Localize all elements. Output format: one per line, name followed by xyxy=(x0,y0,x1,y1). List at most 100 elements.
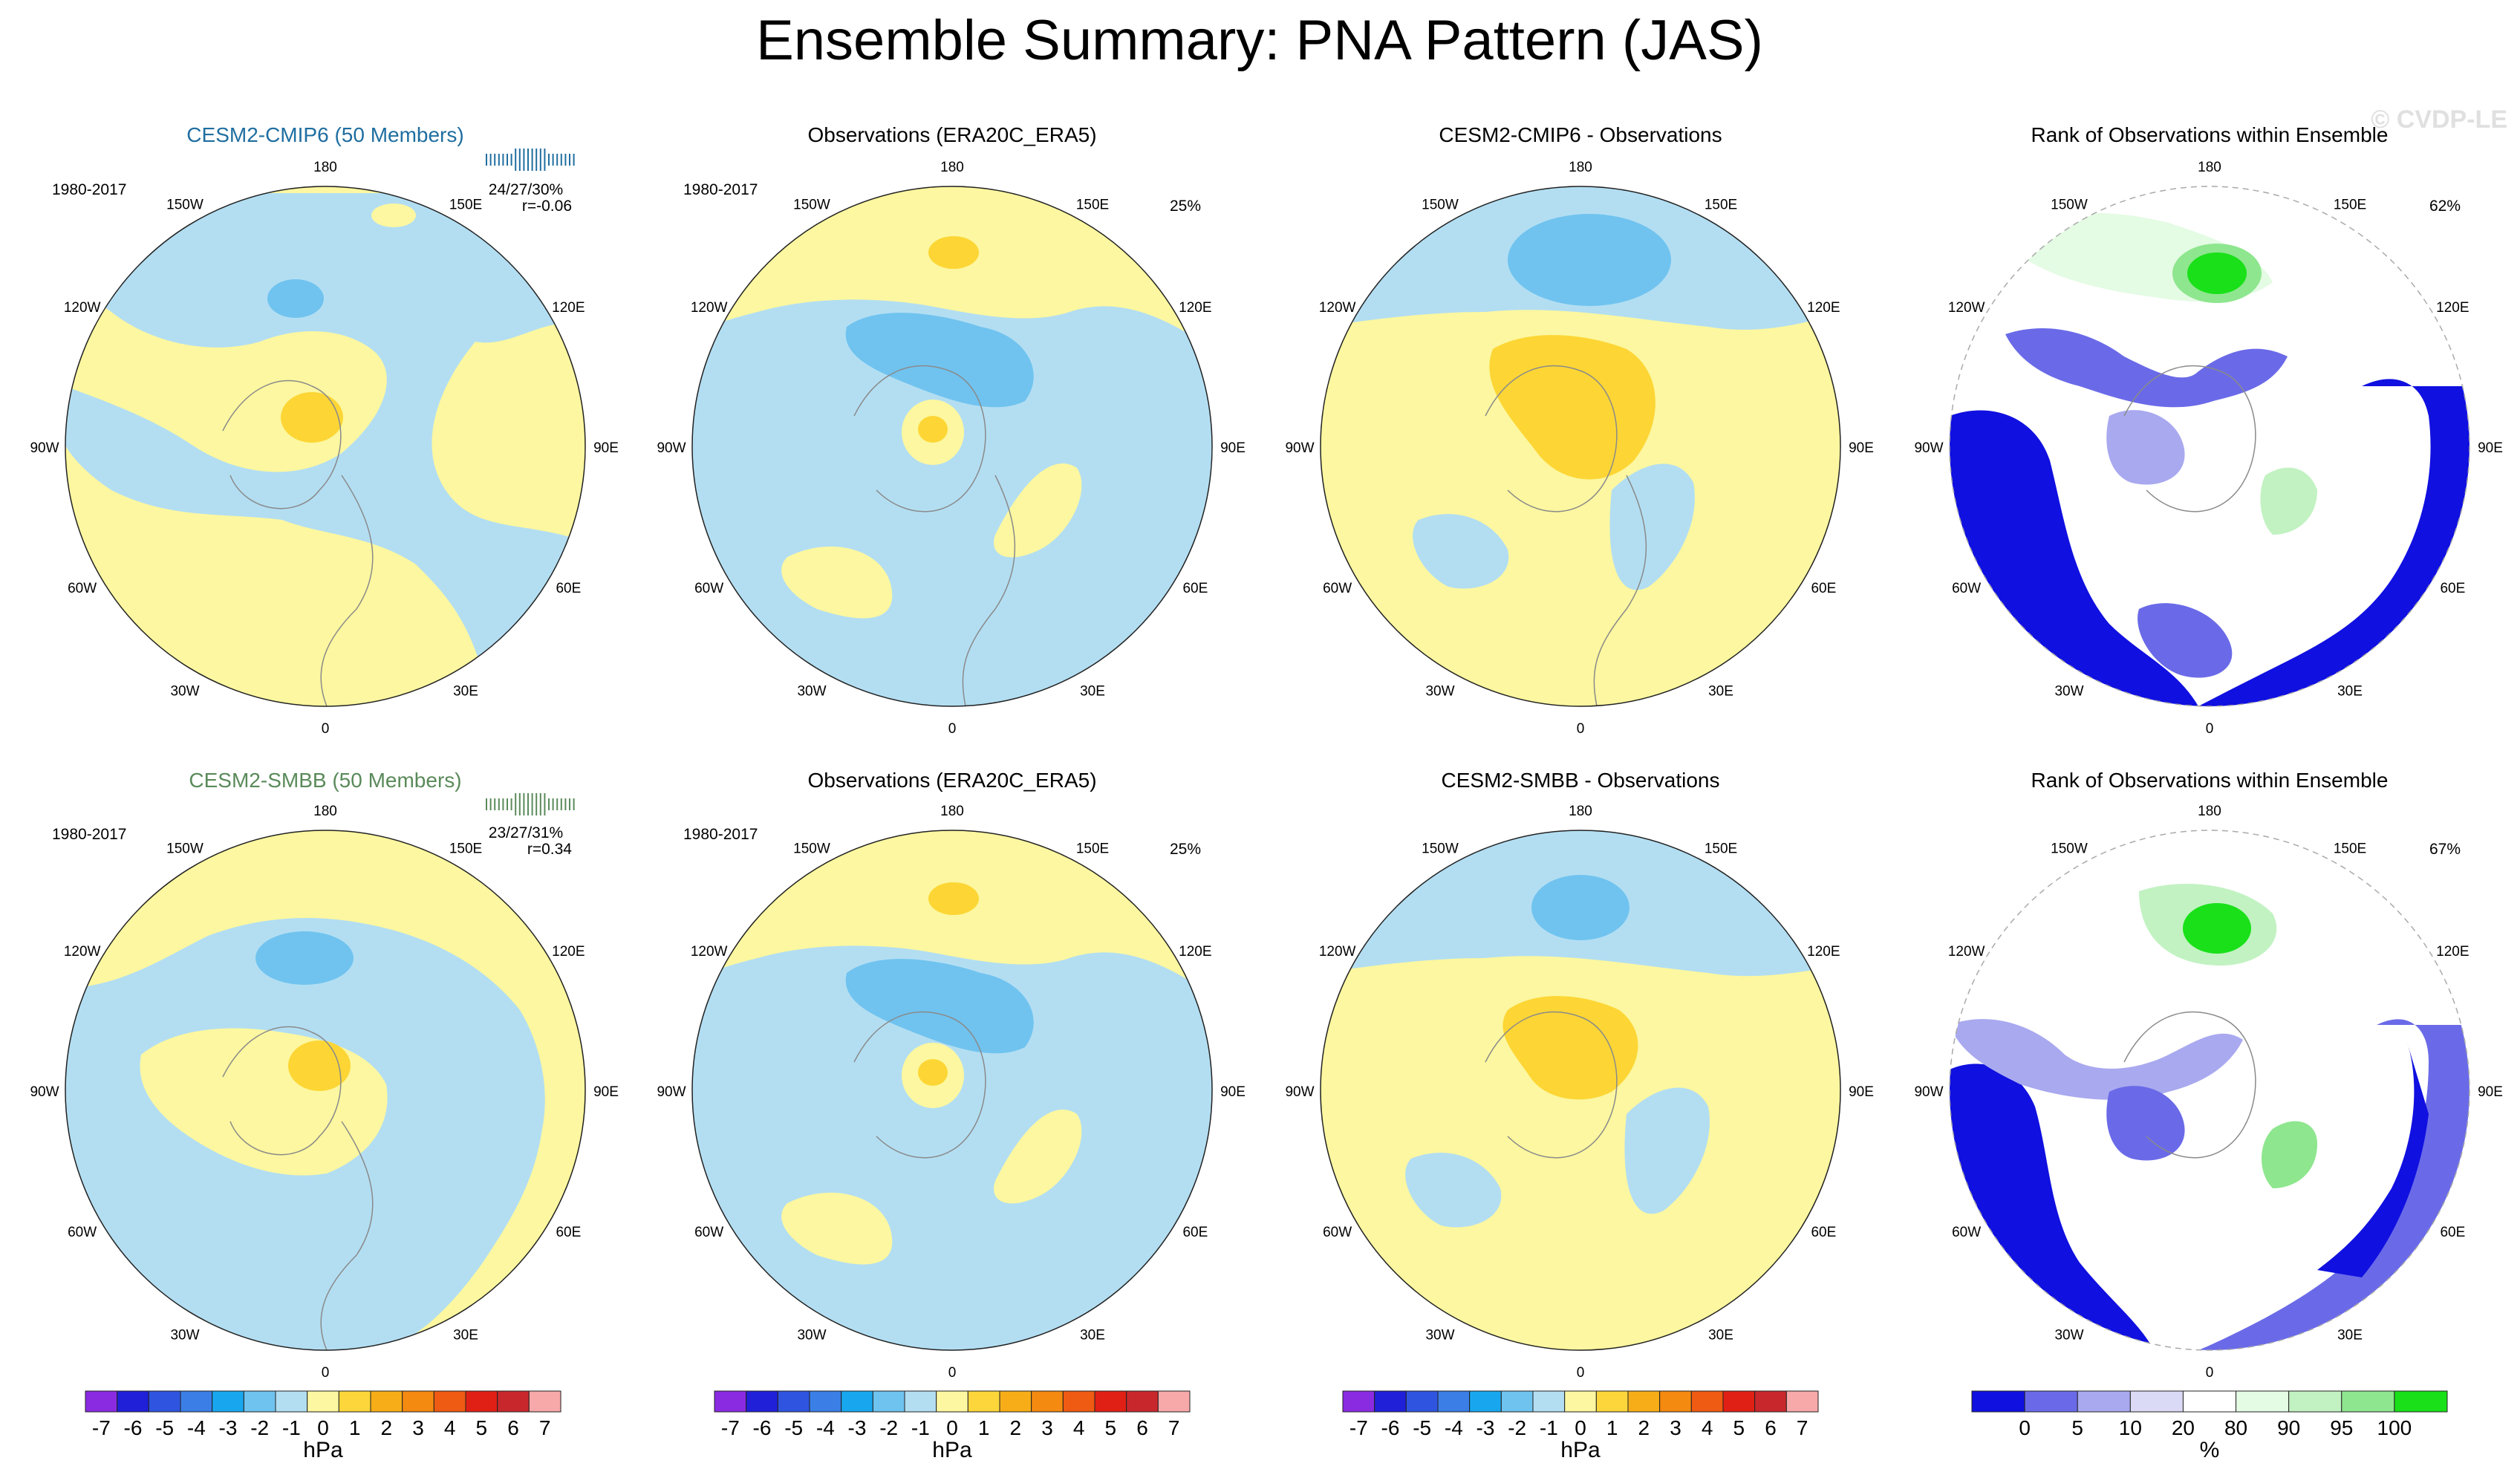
colorbar-swatch xyxy=(2394,1390,2448,1413)
lon-label: 120E xyxy=(2436,944,2469,960)
lon-label: 30E xyxy=(2337,683,2363,699)
colorbar-swatch xyxy=(1690,1390,1724,1413)
pct-label: 62% xyxy=(2429,198,2461,215)
colorbar-swatch xyxy=(370,1390,403,1413)
lon-label: 60E xyxy=(1182,1225,1208,1240)
colorbar-tick-label: -3 xyxy=(219,1416,238,1439)
panel-title-rank-1: Rank of Observations within Ensemble xyxy=(2031,123,2389,146)
panel-diff-2: CESM2-SMBB - Observations xyxy=(1320,769,1841,1351)
lon-label: 90W xyxy=(657,1084,686,1100)
colorbar-tick-label: 100 xyxy=(2377,1416,2412,1439)
colorbar-swatch xyxy=(1062,1390,1095,1413)
colorbar-tick-label: 4 xyxy=(1073,1416,1085,1439)
pct-label: 67% xyxy=(2429,841,2461,858)
lon-label: 150E xyxy=(1076,841,1109,857)
lon-label: 30W xyxy=(170,683,199,699)
lon-label: 30E xyxy=(1708,1327,1733,1343)
panel-rank-1: Rank of Observations within Ensemble 62% xyxy=(1949,123,2470,707)
period-label: 1980-2017 xyxy=(683,826,758,843)
lon-label: 30W xyxy=(797,683,826,699)
colorbar-tick-label: 0 xyxy=(317,1416,329,1439)
colorbar-hpa-1: -7 -6 -5 -4 -3 -2 -1 0 1 2 3 4 5 6 7 hPa xyxy=(85,1390,561,1462)
colorbar-swatch xyxy=(1374,1390,1407,1413)
lon-label: 120E xyxy=(1179,944,1211,960)
lon-label: 120W xyxy=(1948,944,1985,960)
map-field xyxy=(1321,830,1840,1350)
lon-label: 60E xyxy=(556,1225,581,1240)
lon-label: 60W xyxy=(68,1225,97,1240)
lon-label: 90W xyxy=(1914,440,1943,456)
lon-label: 30E xyxy=(453,683,478,699)
colorbar-tick-label: 1 xyxy=(978,1416,990,1439)
colorbar-tick-label: -1 xyxy=(282,1416,301,1439)
lon-label: 150E xyxy=(1076,198,1109,213)
colorbar-tick-label: 7 xyxy=(539,1416,551,1439)
colorbar-swatch xyxy=(117,1390,149,1413)
colorbar-swatch xyxy=(85,1390,118,1413)
colorbar-tick-label: -5 xyxy=(1413,1416,1431,1439)
colorbar-tick-label: 4 xyxy=(444,1416,456,1439)
colorbar-tick-label: 3 xyxy=(1670,1416,1681,1439)
lon-label: 150E xyxy=(2334,198,2366,213)
lon-label: 60W xyxy=(68,581,97,596)
lon-label: 180 xyxy=(313,160,337,175)
colorbar-tick-label: 5 xyxy=(476,1416,488,1439)
member-spread-ticks xyxy=(486,793,575,815)
lon-label: 0 xyxy=(322,721,330,737)
colorbar-swatch xyxy=(904,1390,937,1413)
colorbar-swatch xyxy=(809,1390,842,1413)
lon-label: 180 xyxy=(2198,804,2221,819)
lon-label: 90E xyxy=(2478,440,2503,456)
colorbar-unit: % xyxy=(2200,1438,2220,1462)
colorbar-unit: hPa xyxy=(303,1438,343,1462)
colorbar-swatch xyxy=(841,1390,873,1413)
lon-label: 120E xyxy=(2436,300,2469,316)
period-label: 1980-2017 xyxy=(683,181,758,198)
stat-label: 24/27/30% xyxy=(489,181,563,198)
colorbar-swatch xyxy=(872,1390,905,1413)
lon-label: 60E xyxy=(2440,581,2465,596)
stat-label: 23/27/31% xyxy=(489,824,563,841)
lon-label: 150W xyxy=(793,198,830,213)
colorbar-swatch xyxy=(275,1390,308,1413)
colorbar-tick-label: 20 xyxy=(2172,1416,2195,1439)
lon-label: 90E xyxy=(593,440,619,456)
period-label: 1980-2017 xyxy=(52,826,126,843)
colorbar-swatch xyxy=(497,1390,530,1413)
colorbar-tick-label: 5 xyxy=(2071,1416,2083,1439)
colorbar-tick-label: 2 xyxy=(1010,1416,1022,1439)
lon-label: 120W xyxy=(64,944,101,960)
colorbar-tick-label: 80 xyxy=(2224,1416,2247,1439)
lon-label: 30W xyxy=(797,1327,826,1343)
panel-obs-2: Observations (ERA20C_ERA5) 1980-2017 25% xyxy=(683,769,1213,1351)
colorbar-tick-label: -2 xyxy=(250,1416,269,1439)
panel-title-obs-2: Observations (ERA20C_ERA5) xyxy=(807,769,1096,792)
lon-label: 120E xyxy=(1807,300,1840,316)
lon-label: 30E xyxy=(453,1327,478,1343)
lon-label: 120W xyxy=(64,300,101,316)
colorbar-tick-label: 5 xyxy=(1733,1416,1745,1439)
lon-label: 60E xyxy=(2440,1225,2465,1240)
colorbar-swatch xyxy=(148,1390,181,1413)
lon-label: 180 xyxy=(1569,804,1592,819)
colorbar-swatch xyxy=(777,1390,810,1413)
colorbar-tick-label: 95 xyxy=(2330,1416,2353,1439)
figure-title: Ensemble Summary: PNA Pattern (JAS) xyxy=(756,9,1763,72)
lon-label: 60W xyxy=(1323,581,1352,596)
colorbar-swatch xyxy=(2341,1390,2395,1413)
colorbar-pct: 0 5 10 20 80 90 95 100% xyxy=(1971,1390,2448,1462)
lon-label: 60E xyxy=(556,581,581,596)
lon-label: 120E xyxy=(1179,300,1211,316)
lon-label: 30E xyxy=(1708,683,1733,699)
lon-label: 120W xyxy=(1319,944,1356,960)
colorbar-tick-label: 4 xyxy=(1702,1416,1713,1439)
colorbar-tick-label: 5 xyxy=(1105,1416,1117,1439)
colorbar-tick-label: 2 xyxy=(1638,1416,1650,1439)
map-field xyxy=(1950,186,2469,706)
colorbar-tick-label: -7 xyxy=(92,1416,111,1439)
colorbar-tick-label: -1 xyxy=(1540,1416,1558,1439)
lon-label: 120E xyxy=(1807,944,1840,960)
lon-label: 120E xyxy=(552,300,585,316)
colorbar-tick-label: -6 xyxy=(753,1416,772,1439)
